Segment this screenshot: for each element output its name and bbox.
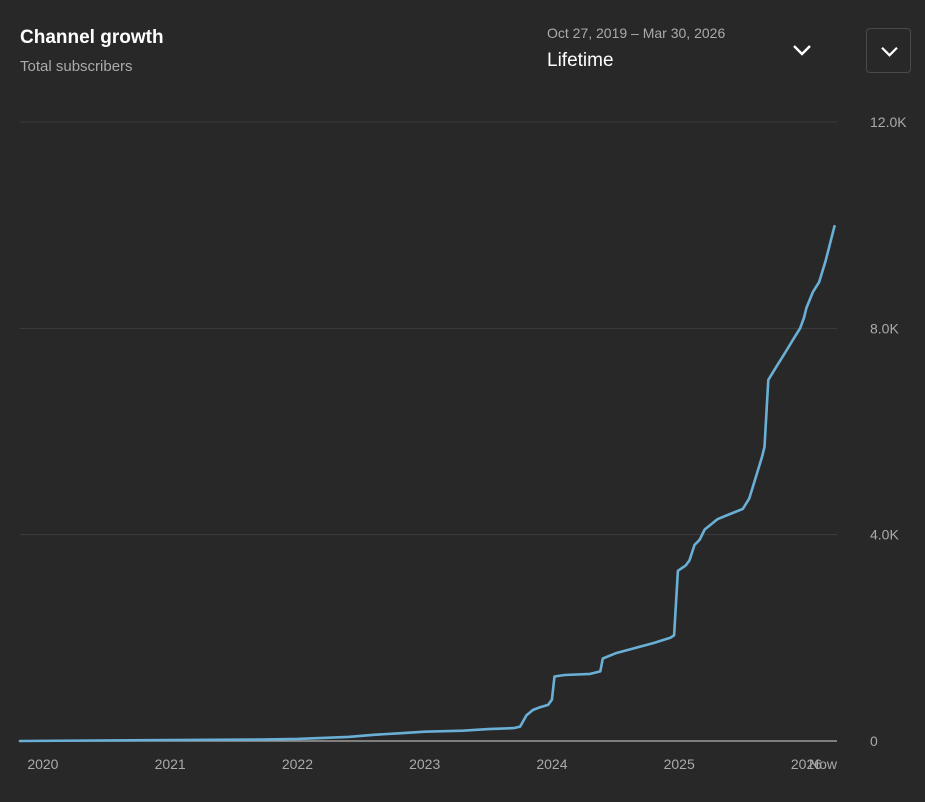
x-tick-label: 2026: [791, 756, 822, 772]
date-range-label: Lifetime: [547, 50, 614, 71]
x-tick-label: 2022: [282, 756, 313, 772]
date-range-dates: Oct 27, 2019 – Mar 30, 2026: [547, 25, 726, 41]
x-tick-label: 2025: [664, 756, 695, 772]
x-tick-label-now: Now: [809, 756, 838, 772]
chart-menu-button[interactable]: [866, 28, 911, 73]
chevron-down-icon: [793, 45, 811, 56]
y-tick-label: 4.0K: [870, 527, 899, 543]
x-tick-label: 2024: [536, 756, 567, 772]
y-tick-label: 8.0K: [870, 320, 899, 336]
y-tick-label: 0: [870, 733, 878, 749]
chart-subtitle: Total subscribers: [20, 58, 133, 75]
x-tick-label: 2021: [155, 756, 186, 772]
date-range-picker[interactable]: Oct 27, 2019 – Mar 30, 2026 Lifetime: [547, 22, 817, 78]
series-line-total-subscribers: [18, 224, 836, 743]
x-tick-label: 2023: [409, 756, 440, 772]
chevron-down-icon: [881, 46, 898, 57]
y-tick-label: 12.0K: [870, 114, 907, 130]
x-tick-label: 2020: [27, 756, 58, 772]
chart-title: Channel growth: [20, 27, 164, 48]
